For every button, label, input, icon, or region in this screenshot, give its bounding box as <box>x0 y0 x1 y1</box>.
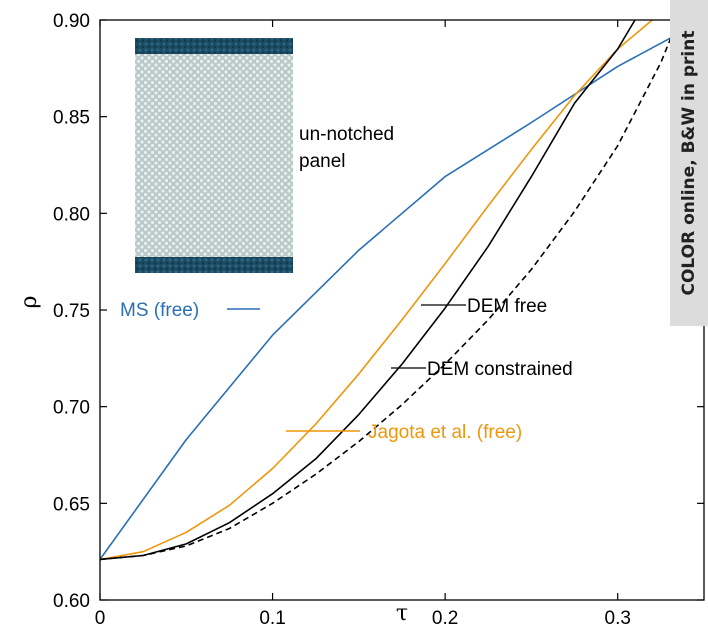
series-line-1 <box>100 20 653 561</box>
series-line-0 <box>100 20 704 560</box>
y-tick-label-4: 0.80 <box>53 204 90 225</box>
y-tick-label-3: 0.75 <box>53 301 90 322</box>
x-axis-label: τ <box>396 601 408 626</box>
inset-bottom-bar <box>135 257 293 273</box>
inset-panel-image <box>135 38 293 273</box>
panel-annotation-line2: panel <box>299 151 346 172</box>
x-tick-label-0: 0 <box>95 608 106 629</box>
inset-top-bar <box>135 38 293 54</box>
dem-free-label: DEM free <box>467 296 547 317</box>
ms-free-label: MS (free) <box>120 300 199 321</box>
ticks-layer: 0 0.1 0.2 0.3 0.60 0.65 0.70 0.75 0.80 0.85 0.90 <box>53 11 704 629</box>
color-note-banner: COLOR online, B&W in print <box>670 0 708 326</box>
inset-body <box>135 54 293 257</box>
panel-annotation-line1: un-notched <box>299 124 394 145</box>
series-line-2 <box>100 20 636 561</box>
y-tick-label-5: 0.85 <box>53 108 90 129</box>
y-tick-label-2: 0.70 <box>53 398 90 419</box>
color-note-text: COLOR online, B&W in print <box>679 30 699 296</box>
x-tick-label-1: 0.1 <box>259 608 285 629</box>
dem-constrained-label: DEM constrained <box>427 359 573 380</box>
jagota-label: Jagota et al. (free) <box>368 422 522 443</box>
y-tick-label-1: 0.65 <box>53 494 90 515</box>
x-tick-label-2: 0.2 <box>432 608 458 629</box>
y-axis-label: ρ <box>17 296 42 309</box>
series-layer <box>100 20 704 561</box>
series-line-3 <box>100 20 679 561</box>
y-tick-label-6: 0.90 <box>53 11 90 32</box>
y-tick-label-0: 0.60 <box>53 591 90 612</box>
x-tick-label-3: 0.3 <box>605 608 631 629</box>
series-labels: MS (free) Jagota et al. (free) DEM free … <box>120 296 573 443</box>
